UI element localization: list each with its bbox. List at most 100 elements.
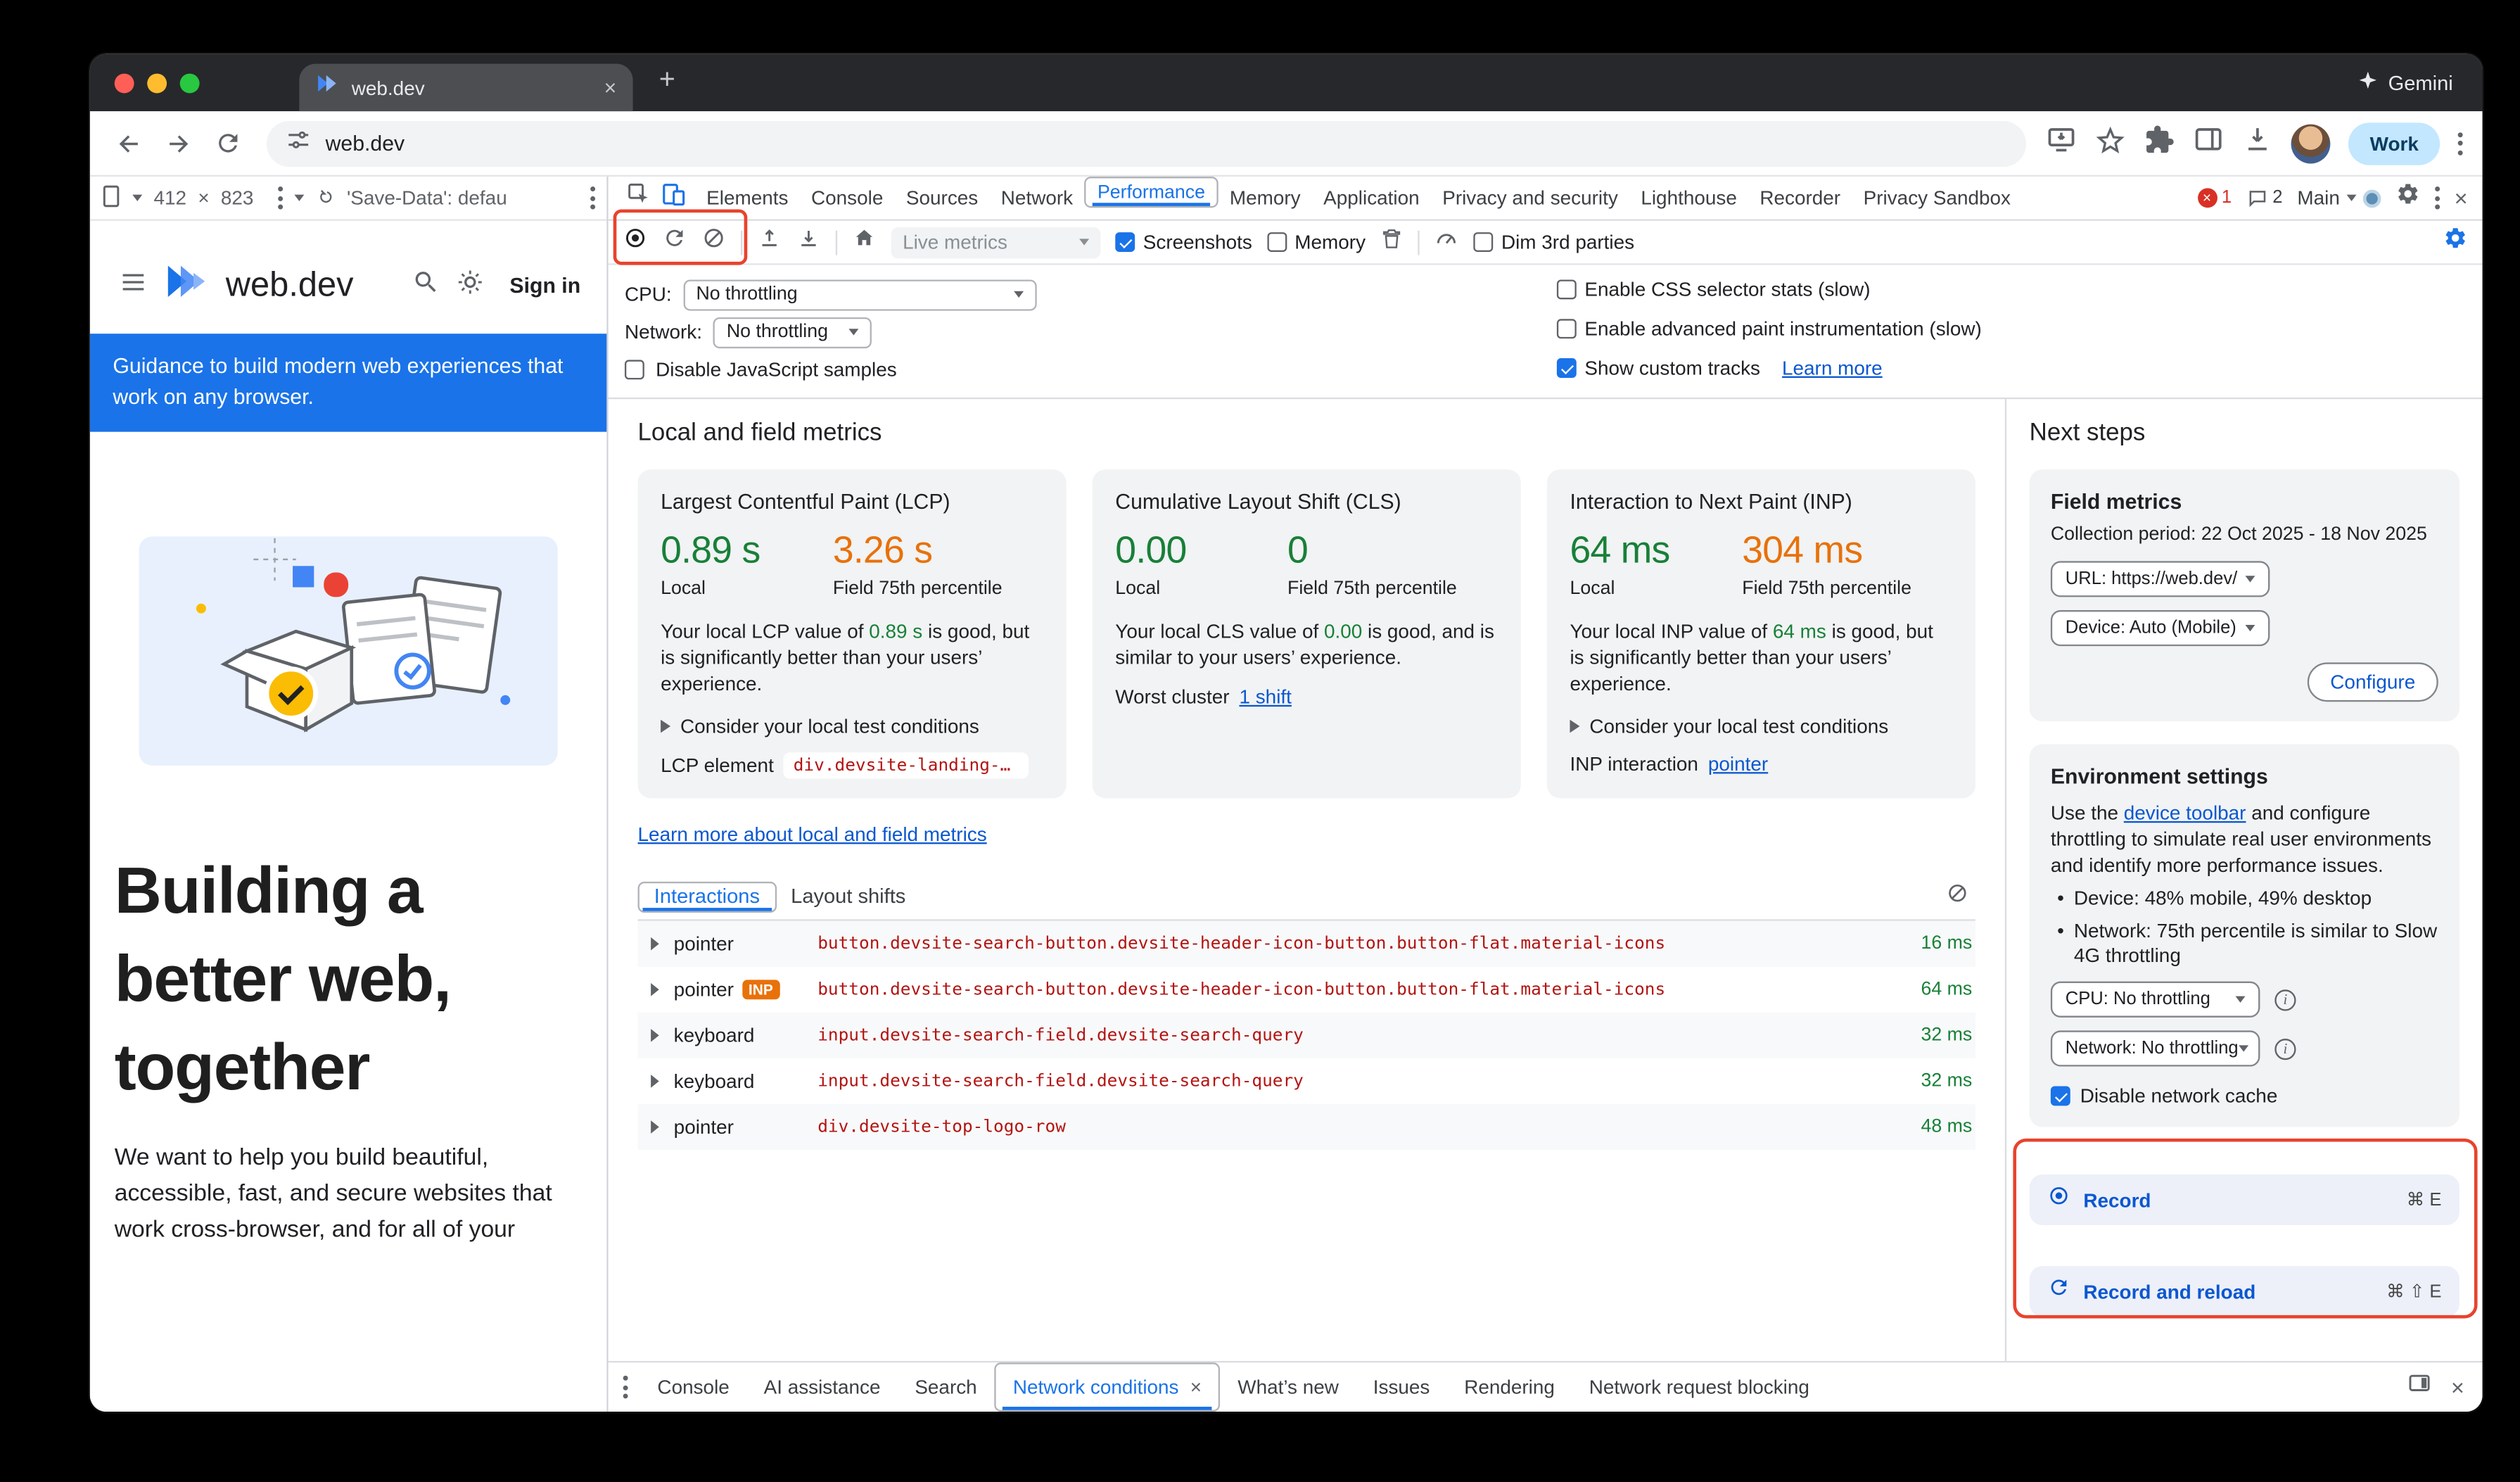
field-url-select[interactable]: URL: https://web.dev/ bbox=[2050, 561, 2270, 597]
lcp-element-code[interactable]: div.devsite-landing-row-ite… bbox=[783, 752, 1029, 779]
brand-text[interactable]: web.dev bbox=[225, 265, 354, 304]
history-select[interactable]: Live metrics bbox=[891, 226, 1101, 258]
theme-toggle-icon[interactable] bbox=[456, 267, 484, 303]
drawer-tab-rendering[interactable]: Rendering bbox=[1464, 1375, 1555, 1399]
reload-button[interactable] bbox=[205, 120, 250, 166]
record-and-reload-button[interactable]: Record and reload ⌘ ⇧ E bbox=[2029, 1266, 2459, 1317]
clear-tool-icon[interactable] bbox=[701, 226, 726, 258]
screenshots-toggle[interactable]: Screenshots bbox=[1115, 231, 1252, 253]
env-network-select[interactable]: Network: No throttling bbox=[2050, 1030, 2260, 1067]
tab-memory[interactable]: Memory bbox=[1229, 186, 1301, 210]
record-reload-tool-icon[interactable] bbox=[662, 226, 687, 258]
css-selector-stats-toggle[interactable]: Enable CSS selector stats (slow) bbox=[1556, 273, 1982, 305]
inp-interaction-link[interactable]: pointer bbox=[1707, 752, 1769, 775]
log-row[interactable]: keyboard input.devsite-search-field.devs… bbox=[637, 1012, 1975, 1058]
extensions-icon[interactable] bbox=[2144, 123, 2175, 163]
devbar-width-input[interactable]: 412 bbox=[153, 186, 187, 210]
tab-application[interactable]: Application bbox=[1323, 186, 1420, 210]
save-profile-icon[interactable] bbox=[796, 226, 821, 258]
env-cpu-select[interactable]: CPU: No throttling bbox=[2050, 981, 2260, 1018]
throttle-gauge-icon[interactable] bbox=[1434, 226, 1459, 258]
log-row[interactable]: pointer button.devsite-search-button.dev… bbox=[637, 920, 1975, 967]
drawer-tab-close-icon[interactable]: × bbox=[1190, 1375, 1202, 1399]
network-throttle-select[interactable]: No throttling bbox=[713, 316, 872, 348]
url-bar[interactable]: web.dev bbox=[266, 120, 2027, 166]
drawer-close-icon[interactable]: × bbox=[2450, 1374, 2464, 1400]
search-icon[interactable] bbox=[412, 267, 440, 303]
tab-performance[interactable]: Performance bbox=[1084, 177, 1218, 208]
side-panel-icon[interactable] bbox=[2194, 123, 2225, 163]
tab-layout-shifts[interactable]: Layout shifts bbox=[791, 885, 906, 908]
minimize-window-button[interactable] bbox=[147, 72, 167, 93]
row-expander-icon[interactable] bbox=[651, 1029, 659, 1042]
dis able-js-checkbox[interactable] bbox=[624, 360, 644, 380]
devtools-menu-icon[interactable] bbox=[2434, 186, 2440, 210]
inp-consider-expander[interactable]: Consider your local test conditions bbox=[1570, 715, 1952, 737]
load-profile-icon[interactable] bbox=[757, 226, 782, 258]
row-expander-icon[interactable] bbox=[651, 937, 659, 951]
messages-badge[interactable]: 2 bbox=[2246, 187, 2282, 208]
device-toolbar-icon[interactable] bbox=[661, 181, 687, 215]
lcp-consider-expander[interactable]: Consider your local test conditions bbox=[661, 715, 1043, 737]
tab-console[interactable]: Console bbox=[811, 186, 884, 210]
webdev-logo-icon[interactable] bbox=[163, 260, 209, 311]
drawer-tab-console[interactable]: Console bbox=[657, 1375, 730, 1399]
devbar-device-icon[interactable] bbox=[101, 184, 121, 213]
avatar[interactable] bbox=[2291, 123, 2331, 163]
settings-gear-icon[interactable] bbox=[2395, 182, 2420, 214]
log-row[interactable]: pointer div.devsite-top-logo-row 48 ms bbox=[637, 1104, 1975, 1151]
gemini-button[interactable]: Gemini bbox=[2359, 54, 2453, 111]
back-button[interactable] bbox=[106, 120, 152, 166]
browser-tab[interactable]: web.dev × bbox=[299, 63, 633, 112]
devbar-rotate-icon[interactable] bbox=[316, 186, 336, 210]
dim-third-parties-toggle[interactable]: Dim 3rd parties bbox=[1473, 231, 1634, 253]
live-metrics-home-icon[interactable] bbox=[852, 226, 877, 258]
memory-checkbox[interactable] bbox=[1266, 232, 1287, 252]
profile-button[interactable]: Work bbox=[2348, 122, 2441, 165]
collect-garbage-icon[interactable] bbox=[1380, 227, 1404, 258]
disable-cache-toggle[interactable]: Disable network cache bbox=[2050, 1084, 2438, 1108]
disable-cache-checkbox[interactable] bbox=[2050, 1086, 2070, 1106]
info-icon[interactable]: i bbox=[2274, 1037, 2296, 1060]
tab-lighthouse[interactable]: Lighthouse bbox=[1641, 186, 1737, 210]
row-expander-icon[interactable] bbox=[651, 1120, 659, 1134]
screenshots-checkbox[interactable] bbox=[1115, 232, 1135, 252]
install-app-icon[interactable] bbox=[2046, 123, 2077, 163]
hamburger-menu-icon[interactable] bbox=[120, 267, 148, 303]
tab-network[interactable]: Network bbox=[1000, 186, 1074, 210]
devbar-height-input[interactable]: 823 bbox=[220, 186, 254, 210]
error-badge[interactable]: × 1 bbox=[2197, 188, 2232, 208]
new-tab-button[interactable]: + bbox=[658, 63, 675, 95]
log-row[interactable]: pointer INP button.devsite-search-button.… bbox=[638, 967, 1975, 1013]
paint-instrumentation-toggle[interactable]: Enable advanced paint instrumentation (s… bbox=[1556, 312, 1982, 345]
close-window-button[interactable] bbox=[114, 72, 134, 93]
custom-tracks-learn-more-link[interactable]: Learn more bbox=[1782, 356, 1883, 380]
disable-js-toggle[interactable]: Disable JavaScript samples bbox=[624, 353, 2466, 386]
info-icon[interactable]: i bbox=[2274, 989, 2296, 1011]
record-tool-icon[interactable] bbox=[623, 226, 648, 258]
field-device-select[interactable]: Device: Auto (Mobile) bbox=[2050, 610, 2270, 647]
clear-log-icon[interactable] bbox=[1946, 882, 1975, 913]
context-selector[interactable]: Main bbox=[2297, 186, 2381, 210]
tab-sources[interactable]: Sources bbox=[905, 186, 979, 210]
forward-button[interactable] bbox=[155, 120, 201, 166]
configure-button[interactable]: Configure bbox=[2307, 662, 2438, 702]
css-selector-stats-checkbox[interactable] bbox=[1556, 279, 1577, 300]
drawer-tab-ai-assistance[interactable]: AI assistance bbox=[763, 1375, 881, 1399]
tab-elements[interactable]: Elements bbox=[706, 186, 789, 210]
tab-interactions[interactable]: Interactions bbox=[637, 881, 777, 913]
devbar-throttle-select[interactable]: 'Save-Data': defau bbox=[346, 186, 507, 210]
sign-in-link[interactable]: Sign in bbox=[509, 273, 581, 298]
tab-privacy-sandbox[interactable]: Privacy Sandbox bbox=[1863, 186, 2011, 210]
devtools-close-icon[interactable]: × bbox=[2454, 184, 2468, 211]
dock-side-icon[interactable] bbox=[2407, 1371, 2431, 1403]
metrics-learn-more-link[interactable]: Learn more about local and field metrics bbox=[637, 823, 987, 846]
paint-instrumentation-checkbox[interactable] bbox=[1556, 319, 1577, 339]
perf-settings-gear-icon[interactable] bbox=[2443, 226, 2468, 258]
devbar-more-icon[interactable] bbox=[590, 186, 596, 210]
log-row[interactable]: keyboard input.devsite-search-field.devs… bbox=[638, 1058, 1975, 1104]
row-expander-icon[interactable] bbox=[651, 983, 659, 996]
memory-toggle[interactable]: Memory bbox=[1266, 231, 1366, 253]
downloads-icon[interactable] bbox=[2242, 123, 2273, 163]
dim-checkbox[interactable] bbox=[1473, 232, 1494, 252]
